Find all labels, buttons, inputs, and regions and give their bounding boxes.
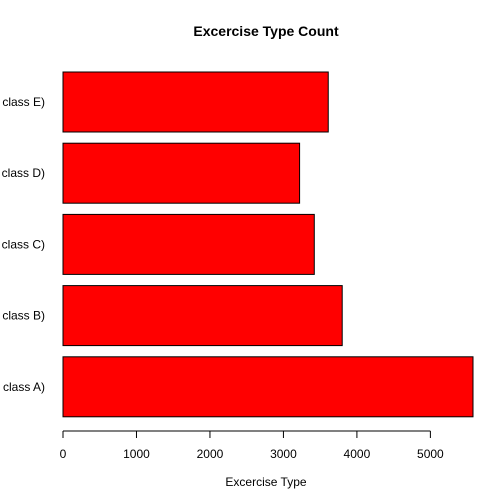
bar-class-a <box>62 356 474 418</box>
x-tick-label: 5000 <box>417 447 444 461</box>
bar-class-d <box>62 142 301 204</box>
x-tick-label: 3000 <box>270 447 297 461</box>
bar-class-e <box>62 71 329 133</box>
bar-class-b <box>62 285 343 347</box>
bar-class-c <box>62 213 315 275</box>
x-tick-label: 4000 <box>344 447 371 461</box>
bars-group <box>62 71 474 418</box>
x-axis-label: Excercise Type <box>225 475 306 489</box>
chart-title: Excercise Type Count <box>193 23 339 39</box>
category-label: class A) <box>3 380 45 394</box>
x-tick-label: 1000 <box>123 447 150 461</box>
x-tick-label: 2000 <box>197 447 224 461</box>
category-label: class B) <box>2 309 45 323</box>
x-tick-label: 0 <box>60 447 67 461</box>
category-label: class C) <box>2 237 45 251</box>
category-labels: class A) class B) class C) class D) class E) <box>2 95 45 394</box>
category-label: class E) <box>2 95 45 109</box>
category-label: class D) <box>2 166 45 180</box>
x-axis: 0 1000 2000 3000 4000 5000 <box>60 430 444 461</box>
